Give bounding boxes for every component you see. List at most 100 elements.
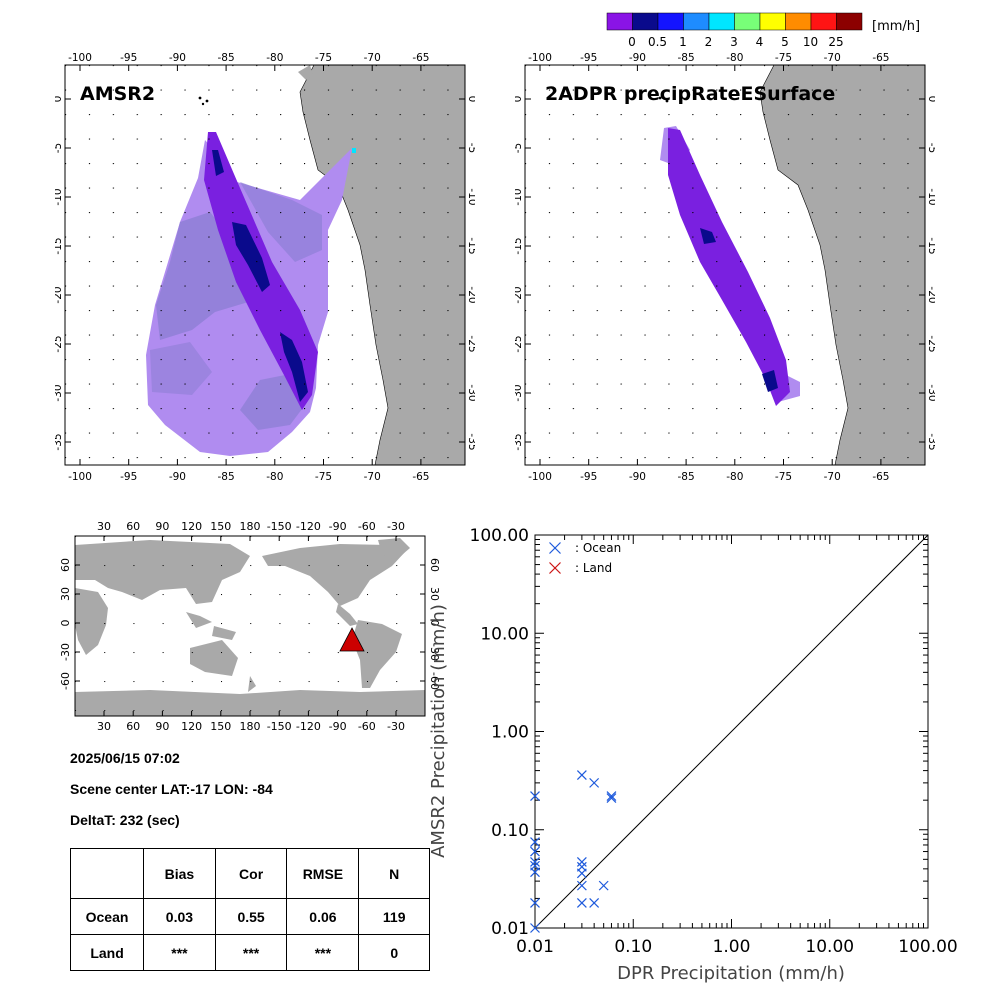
scatter-point [589, 777, 600, 788]
lat-tick-label: -60 [428, 672, 441, 690]
lat-tick-label: 60 [428, 558, 441, 572]
table-header-cell: RMSE [286, 848, 360, 899]
colorbar-swatch [734, 12, 761, 31]
table-header-cell: Bias [143, 848, 216, 899]
x-tick-label: 10.00 [805, 937, 854, 957]
lon-tick-label: -90 [629, 471, 646, 483]
lon-tick-label: 120 [181, 720, 202, 733]
table-header-cell [69, 848, 145, 899]
scatter-point [530, 897, 540, 908]
x-tick-label: 0.01 [516, 937, 554, 957]
lat-tick-label: -10 [466, 188, 475, 205]
statistics-table: Bias Cor RMSE N Ocean 0.03 0.55 0.06 119… [69, 848, 430, 971]
colorbar-swatch [810, 12, 837, 31]
lon-tick-label: -80 [266, 471, 283, 483]
table-cell: *** [286, 934, 360, 971]
legend-ocean-marker [549, 542, 561, 554]
y-tick-label: 1.00 [491, 723, 529, 743]
colorbar: 0 0.5 1 2 3 4 5 10 25 [mm/h] [606, 12, 920, 49]
lon-tick-label: -85 [678, 471, 695, 483]
table-row: Ocean 0.03 0.55 0.06 119 [69, 898, 430, 935]
x-axis-label: DPR Precipitation (mm/h) [617, 963, 845, 984]
lon-tick-label: -70 [824, 471, 841, 483]
lat-tick-label: -35 [926, 433, 935, 450]
lat-tick-label: -5 [515, 143, 524, 153]
lat-tick-label: -5 [466, 143, 475, 153]
lat-tick-label: -30 [55, 384, 64, 401]
scatter-points [530, 770, 617, 933]
lon-tick-label: -85 [218, 52, 235, 64]
table-cell: *** [214, 934, 288, 971]
colorbar-tick-label: 10 [803, 35, 818, 49]
lat-tick-label: 0 [59, 620, 72, 627]
lon-tick-label: -70 [824, 52, 841, 64]
lat-tick-label: -25 [515, 335, 524, 352]
legend-ocean-x [549, 542, 561, 554]
legend-land-label: : Land [575, 561, 612, 575]
lon-tick-label: 30 [97, 520, 111, 533]
scatter-point [606, 793, 617, 804]
lat-tick-label: -20 [926, 286, 935, 303]
legend-land-marker [549, 562, 561, 574]
table-cell: 119 [358, 898, 430, 935]
lon-tick-label: -150 [267, 720, 292, 733]
lat-tick-label: -5 [926, 143, 935, 153]
colorbar-tick-label: 0 [628, 35, 636, 49]
table-cell: 0 [358, 934, 430, 971]
lon-tick-label: -85 [678, 52, 695, 64]
lon-tick-label: -90 [169, 471, 186, 483]
lon-tick-label: 60 [126, 520, 140, 533]
x-tick-label: 1.00 [713, 937, 751, 957]
lon-tick-label: -70 [364, 52, 381, 64]
lon-tick-label: -120 [296, 720, 321, 733]
lon-tick-label: -30 [387, 720, 405, 733]
colorbar-swatch [683, 12, 710, 31]
colorbar-tick-label: 3 [730, 35, 738, 49]
y-tick-label: 0.10 [491, 821, 529, 841]
table-row: Land *** *** *** 0 [69, 934, 430, 971]
lat-tick-label: -35 [466, 433, 475, 450]
lat-tick-label: -15 [55, 237, 64, 254]
lat-tick-label: 0 [428, 620, 441, 627]
lon-tick-label: 150 [210, 520, 231, 533]
lon-tick-label: -75 [315, 471, 332, 483]
y-tick-label: 100.00 [470, 526, 529, 546]
lon-tick-label: -80 [726, 471, 743, 483]
lat-tick-label: -30 [428, 643, 441, 661]
lat-tick-label: -30 [515, 384, 524, 401]
scatter-point [576, 770, 587, 781]
colorbar-swatch [759, 12, 786, 31]
lon-tick-label: -70 [364, 471, 381, 483]
lat-tick-label: -30 [59, 643, 72, 661]
lon-tick-label: -80 [726, 52, 743, 64]
lat-tick-label: -20 [515, 286, 524, 303]
table-cell: Land [69, 934, 145, 971]
lon-tick-label: -60 [358, 720, 376, 733]
y-tick-label: 10.00 [480, 624, 529, 644]
lon-tick-label: -85 [218, 471, 235, 483]
lon-tick-label: -150 [267, 520, 292, 533]
colorbar-swatch [657, 12, 684, 31]
scatter-point [530, 837, 540, 847]
lat-tick-label: -10 [55, 188, 64, 205]
lat-tick-label: -5 [55, 143, 64, 153]
lon-tick-label: -65 [412, 471, 429, 483]
y-axis-label: AMSR2 Precipitation (mm/h) [428, 604, 449, 858]
colorbar-tick-label: 0.5 [648, 35, 667, 49]
colorbar-unit: [mm/h] [872, 19, 920, 34]
lon-tick-label: 150 [210, 720, 231, 733]
x-tick-label: 0.10 [614, 937, 652, 957]
table-cell: 0.06 [286, 898, 360, 935]
table-header-cell: N [358, 848, 430, 899]
world-locator-map: 30 30 60 60 90 90 120 120 150 150 180 180 -150 -150 -1… [59, 520, 441, 733]
dpr-map-ticks: -100-100-95-95-90-90-85-85-80-80-75-75-7… [515, 52, 935, 483]
amsr2-map: -100-100-95-95-90-90-85-85-80-80-75-75-7… [55, 52, 475, 483]
lon-tick-label: 90 [155, 720, 169, 733]
lon-tick-label: 30 [97, 720, 111, 733]
lon-tick-label: -100 [68, 471, 92, 483]
lat-tick-label: -25 [55, 335, 64, 352]
lat-tick-label: 0 [926, 96, 935, 103]
scatter-point [530, 846, 540, 857]
lon-tick-label: -100 [528, 471, 552, 483]
lon-tick-label: -75 [775, 52, 792, 64]
